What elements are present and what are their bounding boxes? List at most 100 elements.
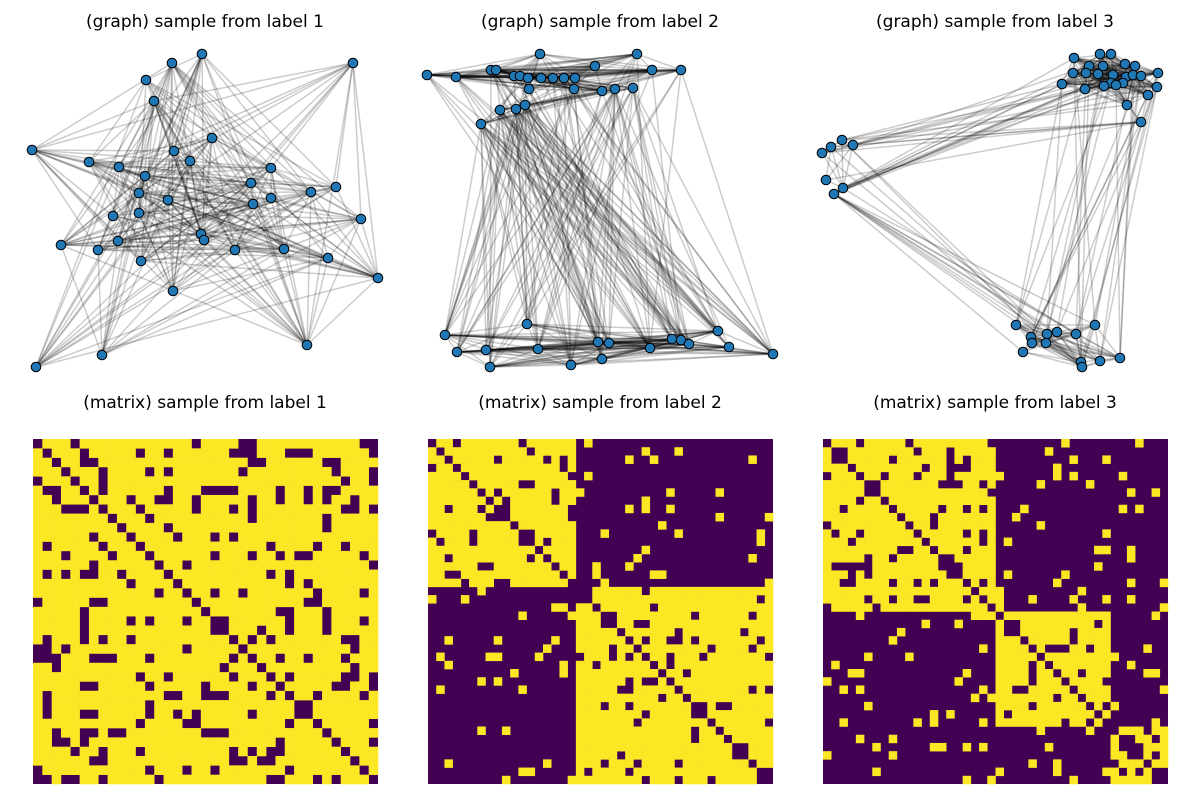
graph-node [1056, 78, 1068, 90]
graph-node [372, 272, 384, 284]
graph-node [816, 147, 828, 159]
graph-node [558, 72, 570, 84]
graph-node [265, 162, 277, 174]
graph-node [484, 361, 496, 373]
graph-node [113, 161, 125, 173]
graph-node [1040, 337, 1052, 349]
graph-node [1079, 83, 1091, 95]
graph-node [596, 85, 608, 97]
graph-node [135, 255, 147, 267]
graph-node [609, 83, 621, 95]
graph-node [162, 194, 174, 206]
graph-node [666, 333, 678, 345]
graph-node [229, 244, 241, 256]
graph-node [592, 336, 604, 348]
graph-node [494, 104, 506, 116]
graph-node [547, 72, 559, 84]
graph-node [535, 72, 547, 84]
graph-node [828, 188, 840, 200]
graph-node [534, 48, 546, 60]
graph-node [451, 346, 463, 358]
graph-node [450, 71, 462, 83]
graph-node [133, 187, 145, 199]
graph-node [198, 234, 210, 246]
graph-node [30, 361, 42, 373]
graph-node [523, 83, 535, 95]
matrix-1-title: (matrix) sample from label 1 [83, 393, 327, 413]
graph-node [646, 64, 658, 76]
graph-node [847, 139, 859, 151]
graph-node [1119, 58, 1131, 70]
graph-3-title: (graph) sample from label 3 [876, 12, 1114, 32]
graph-node [1097, 60, 1109, 72]
graph-node [1121, 99, 1133, 111]
graph-node [1067, 67, 1079, 79]
graph-node [675, 64, 687, 76]
graph-node [112, 235, 124, 247]
graph-node [1129, 60, 1141, 72]
graph-node [1076, 361, 1088, 373]
graph-node [245, 177, 257, 189]
graph-node [1080, 67, 1092, 79]
graph-node [631, 48, 643, 60]
graph-node [439, 329, 451, 341]
graph-node [347, 57, 359, 69]
graph-node [627, 82, 639, 94]
graph-node [1142, 89, 1154, 101]
graph-node [480, 344, 492, 356]
graph-node [139, 170, 151, 182]
graph-node [168, 145, 180, 157]
matrix-panel-3 [823, 439, 1169, 785]
graph-node [1105, 48, 1117, 60]
graph-node [569, 72, 581, 84]
graph-node [820, 174, 832, 186]
graph-node [265, 192, 277, 204]
graph-node [712, 325, 724, 337]
matrix-3-title: (matrix) sample from label 3 [873, 393, 1117, 413]
graph-node [1094, 48, 1106, 60]
graph-1-title: (graph) sample from label 1 [86, 12, 324, 32]
graph-node [519, 99, 531, 111]
graph-node [421, 69, 433, 81]
graph-node [1151, 81, 1163, 93]
graph-node [278, 243, 290, 255]
graph-node [55, 239, 67, 251]
graph-node [355, 213, 367, 225]
graph-2-title: (graph) sample from label 2 [481, 12, 719, 32]
graph-node [1135, 116, 1147, 128]
graph-node [644, 342, 656, 354]
graph-node [1092, 68, 1104, 80]
graph-node [330, 181, 342, 193]
graph-node [568, 83, 580, 95]
graph-node [140, 74, 152, 86]
graph-node [206, 132, 218, 144]
graph-node [247, 198, 259, 210]
graph-node [1152, 67, 1164, 79]
graph-node [83, 156, 95, 168]
graph-node [107, 210, 119, 222]
graph-node [532, 343, 544, 355]
graph-node [96, 349, 108, 361]
graph-node [1026, 337, 1038, 349]
graph-node [1089, 319, 1101, 331]
matrix-panel-2 [428, 439, 774, 785]
graph-node [767, 348, 779, 360]
graph-node [565, 359, 577, 371]
graph-node [825, 141, 837, 153]
graph-node [589, 60, 601, 72]
graph-node [837, 182, 849, 194]
graph-node [1017, 346, 1029, 358]
graph-node [148, 95, 160, 107]
graph-node [521, 318, 533, 330]
graph-panel-1 [26, 48, 384, 373]
graph-node [723, 341, 735, 353]
graph-node [133, 207, 145, 219]
graph-node [1070, 328, 1082, 340]
graph-node [1098, 80, 1110, 92]
matrix-2-title: (matrix) sample from label 2 [478, 393, 722, 413]
graph-node [1010, 319, 1022, 331]
graph-node [1110, 79, 1122, 91]
graph-node [522, 72, 534, 84]
graph-node [167, 285, 179, 297]
